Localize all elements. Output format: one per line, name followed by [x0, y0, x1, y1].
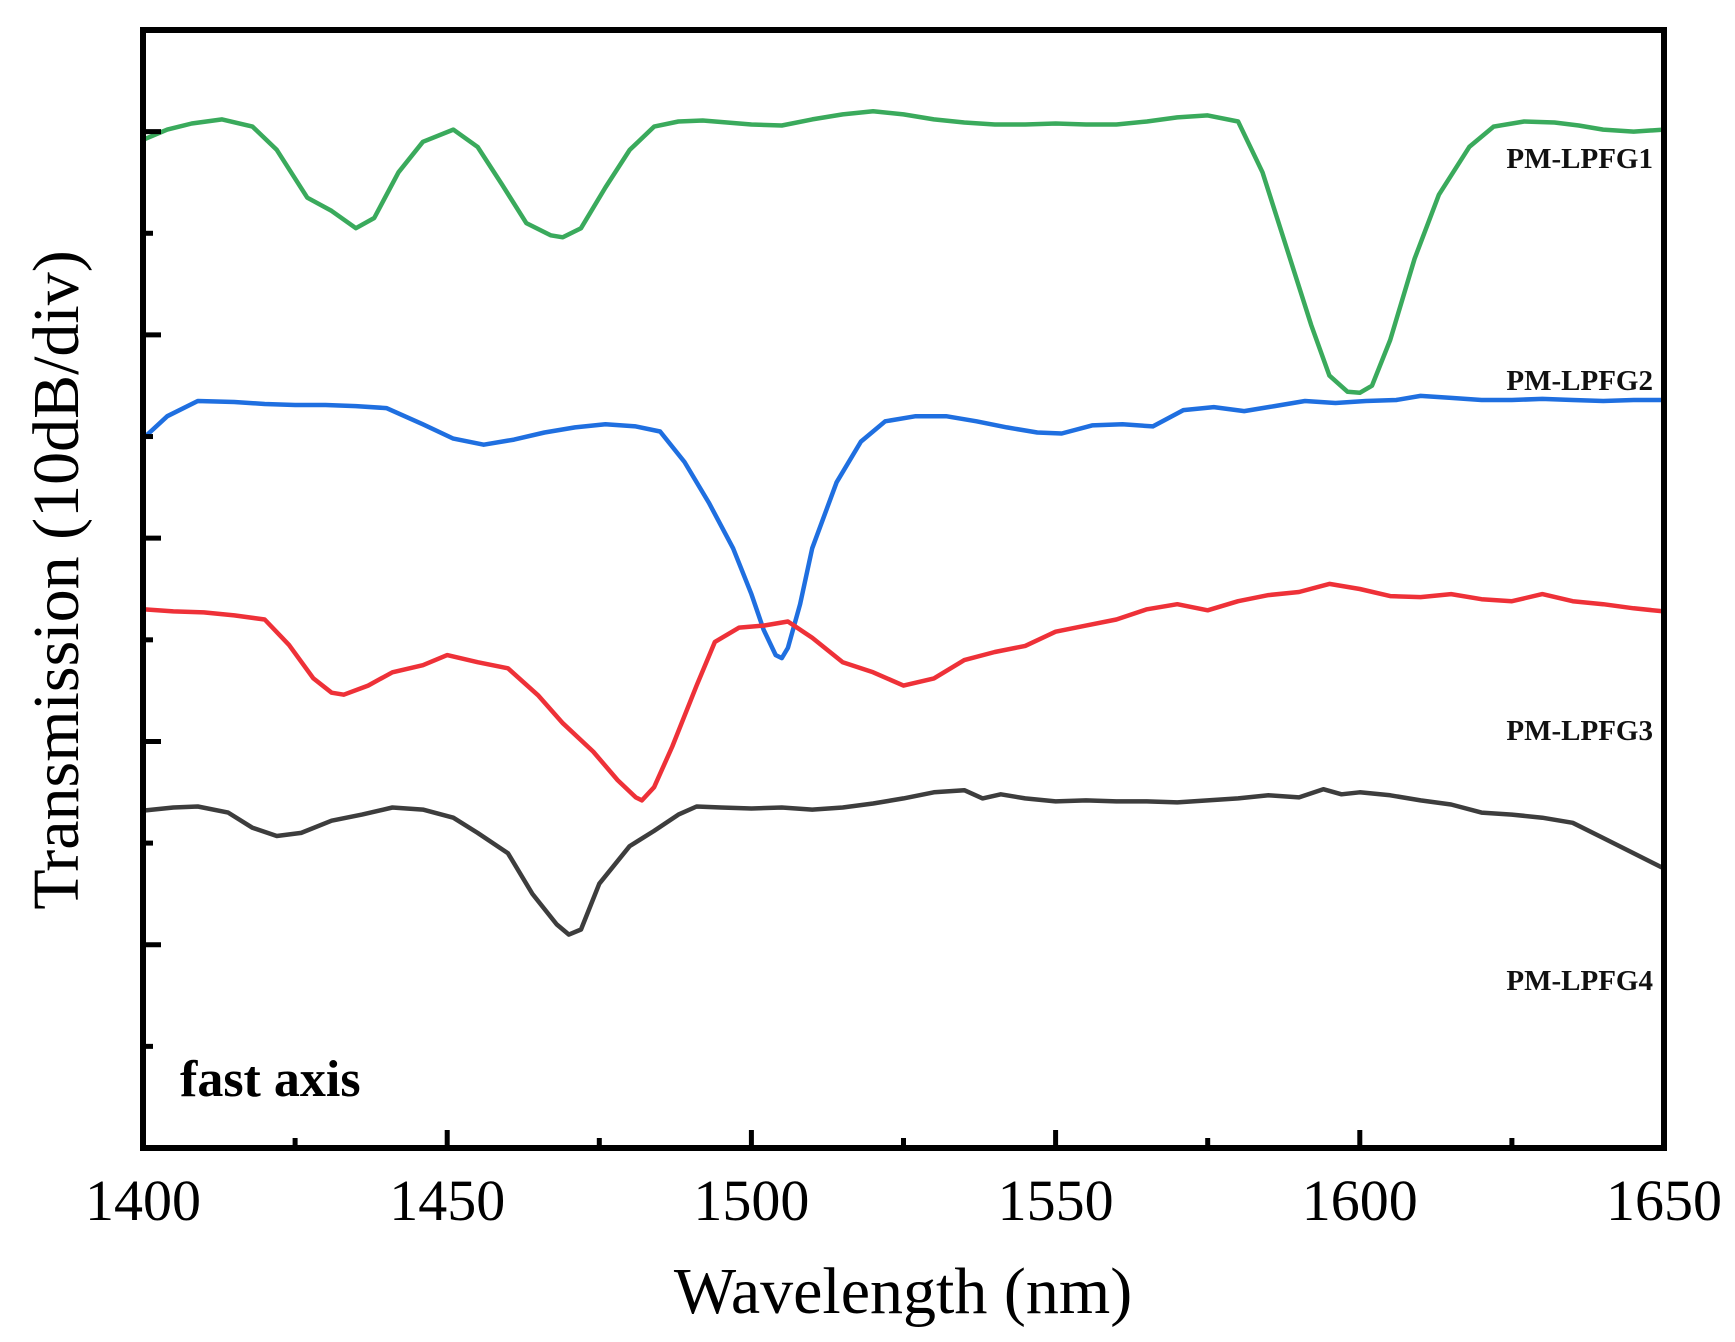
- series-label-pm-lpfg3: PM-LPFG3: [1506, 715, 1653, 747]
- series-line-pm-lpfg2: [140, 393, 1667, 661]
- x-tick-labels: 1400 1450 1500 1550 1600 1650: [85, 1168, 1722, 1233]
- series-label-pm-lpfg1: PM-LPFG1: [1506, 143, 1653, 175]
- plot-area: [140, 109, 1667, 937]
- series-label-pm-lpfg4: PM-LPFG4: [1506, 965, 1653, 997]
- series-line-pm-lpfg1: [140, 109, 1667, 396]
- series-label-pm-lpfg2: PM-LPFG2: [1506, 365, 1653, 397]
- fast-axis-annotation: fast axis: [180, 1051, 361, 1108]
- series-line-pm-lpfg4: [140, 786, 1667, 937]
- x-tick-label: 1450: [389, 1168, 505, 1233]
- series-line-pm-lpfg3: [140, 581, 1667, 803]
- x-tick-label: 1600: [1302, 1168, 1418, 1233]
- x-tick-label: 1400: [85, 1168, 201, 1233]
- axis-ticks: [143, 129, 1515, 1148]
- x-axis-title: Wavelength (nm): [674, 1255, 1132, 1328]
- series-labels: PM-LPFG1 PM-LPFG2 PM-LPFG3 PM-LPFG4: [1506, 143, 1653, 997]
- y-axis-title: Transmission (10dB/div): [20, 250, 93, 909]
- x-tick-label: 1550: [998, 1168, 1114, 1233]
- x-tick-label: 1650: [1606, 1168, 1722, 1233]
- x-tick-label: 1500: [693, 1168, 809, 1233]
